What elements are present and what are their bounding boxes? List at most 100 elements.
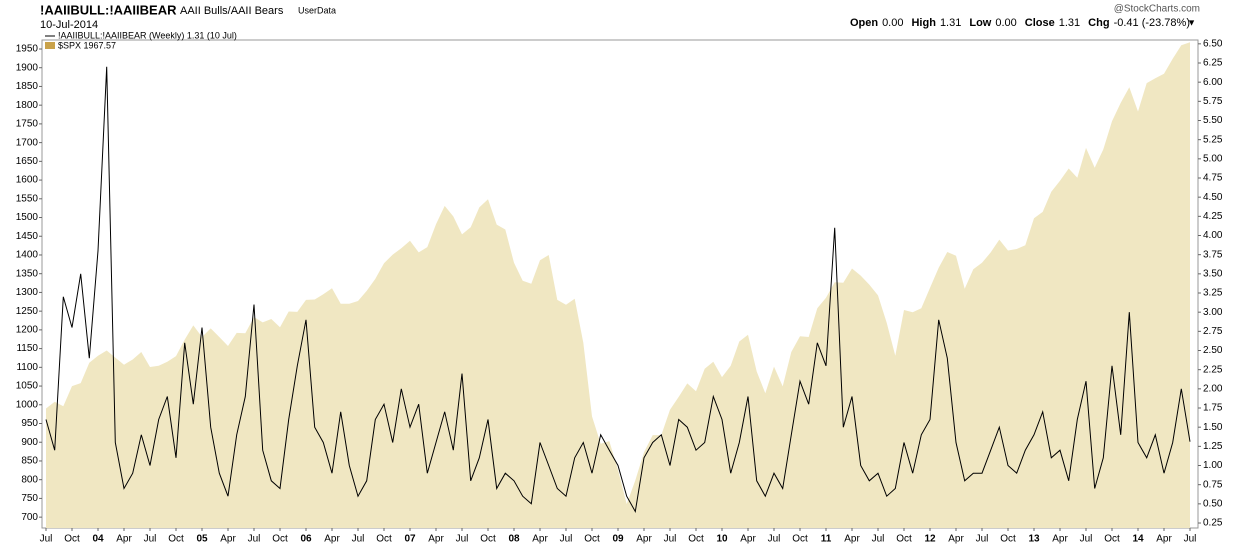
y2-tick-label: 2.50 xyxy=(1203,345,1223,356)
y2-tick-label: 5.00 xyxy=(1203,153,1223,164)
quote-label: High xyxy=(911,17,936,29)
y2-tick-label: 2.75 xyxy=(1203,326,1223,337)
y-tick-label: 1050 xyxy=(16,381,39,392)
x-tick-label: Apr xyxy=(948,534,964,545)
y2-tick-label: 2.00 xyxy=(1203,383,1223,394)
x-tick-label: Oct xyxy=(64,534,80,545)
y-tick-label: 1300 xyxy=(16,287,39,298)
date: 10-Jul-2014 xyxy=(40,19,98,31)
quote-value: 0.00 xyxy=(882,17,903,29)
y-tick-label: 1150 xyxy=(16,343,38,354)
x-tick-label: Oct xyxy=(168,534,184,545)
x-tick-label: 11 xyxy=(821,534,832,545)
y2-tick-label: 5.75 xyxy=(1203,96,1223,107)
x-tick-label: Apr xyxy=(844,534,860,545)
x-tick-label: Oct xyxy=(584,534,600,545)
quote-label: Open xyxy=(850,17,878,29)
x-tick-label: 07 xyxy=(404,534,416,545)
y2-tick-label: 6.50 xyxy=(1203,38,1223,49)
x-tick-label: Oct xyxy=(792,534,808,545)
y-tick-label: 750 xyxy=(21,493,38,504)
x-tick-label: Jul xyxy=(456,534,469,545)
y-tick-label: 1250 xyxy=(16,306,39,317)
x-tick-label: Oct xyxy=(896,534,912,545)
x-tick-label: Jul xyxy=(768,534,781,545)
x-tick-label: Apr xyxy=(1156,534,1172,545)
x-tick-label: Apr xyxy=(324,534,340,545)
y2-tick-label: 3.00 xyxy=(1203,307,1223,318)
quote-label: Close xyxy=(1025,17,1055,29)
y2-tick-label: 0.25 xyxy=(1203,518,1223,529)
y-tick-label: 1900 xyxy=(16,62,39,73)
x-tick-label: Oct xyxy=(1104,534,1120,545)
y-tick-label: 1550 xyxy=(16,193,39,204)
symbol: !AAIIBULL:!AAIIBEAR xyxy=(40,2,177,17)
x-tick-label: Apr xyxy=(116,534,132,545)
area xyxy=(46,42,1190,528)
y2-tick-label: 3.50 xyxy=(1203,268,1223,279)
y-tick-label: 1450 xyxy=(16,231,39,242)
y-tick-label: 1850 xyxy=(16,81,39,92)
x-tick-label: 04 xyxy=(92,534,104,545)
y2-tick-label: 1.00 xyxy=(1203,460,1223,471)
x-tick-label: 14 xyxy=(1132,534,1144,545)
x-tick-label: Oct xyxy=(1000,534,1016,545)
y2-tick-label: 4.25 xyxy=(1203,211,1223,222)
x-tick-label: Jul xyxy=(248,534,261,545)
y2-tick-label: 1.25 xyxy=(1203,441,1223,452)
legend-label: $SPX 1967.57 xyxy=(58,40,116,50)
y2-tick-label: 5.25 xyxy=(1203,134,1223,145)
quote-label: Chg xyxy=(1088,17,1109,29)
down-arrow: ▼ xyxy=(1187,17,1196,27)
x-tick-label: 05 xyxy=(196,534,208,545)
x-tick-label: Jul xyxy=(352,534,365,545)
y-tick-label: 1600 xyxy=(16,175,39,186)
x-tick-label: Apr xyxy=(1052,534,1068,545)
y-tick-label: 800 xyxy=(21,474,38,485)
y2-tick-label: 5.50 xyxy=(1203,115,1223,126)
y-tick-label: 1400 xyxy=(16,250,39,261)
y-tick-label: 1500 xyxy=(16,212,39,223)
y-tick-label: 950 xyxy=(21,418,38,429)
y2-tick-label: 6.25 xyxy=(1203,58,1223,69)
y-tick-label: 1200 xyxy=(16,325,39,336)
y-tick-label: 1100 xyxy=(16,362,38,373)
plot xyxy=(45,42,1191,528)
y2-tick-label: 6.00 xyxy=(1203,77,1223,88)
y-tick-label: 1950 xyxy=(16,44,39,55)
x-tick-label: Jul xyxy=(1184,534,1197,545)
y-tick-label: 1800 xyxy=(16,100,39,111)
x-tick-label: Jul xyxy=(1080,534,1093,545)
y2-tick-label: 2.25 xyxy=(1203,364,1223,375)
quote-label: Low xyxy=(969,17,991,29)
y-tick-label: 900 xyxy=(21,437,38,448)
y2-tick-label: 3.25 xyxy=(1203,288,1223,299)
x-tick-label: 13 xyxy=(1028,534,1040,545)
x-tick-label: Oct xyxy=(688,534,704,545)
y-tick-label: 850 xyxy=(21,456,38,467)
y2-tick-label: 0.50 xyxy=(1203,498,1223,509)
x-tick-label: 06 xyxy=(300,534,312,545)
x-tick-label: Jul xyxy=(872,534,885,545)
x-tick-label: Jul xyxy=(560,534,573,545)
y-tick-label: 700 xyxy=(21,512,38,523)
y2-tick-label: 3.75 xyxy=(1203,249,1223,260)
x-tick-label: 12 xyxy=(924,534,936,545)
quote-value: 0.00 xyxy=(995,17,1016,29)
x-tick-label: Jul xyxy=(664,534,677,545)
legend-label: !AAIIBULL:!AAIIBEAR (Weekly) 1.31 (10 Ju… xyxy=(58,30,237,40)
line xyxy=(45,66,1191,513)
y-tick-label: 1350 xyxy=(16,268,39,279)
x-tick-label: Apr xyxy=(532,534,548,545)
description: AAII Bulls/AAII Bears xyxy=(180,5,284,17)
legend-swatch xyxy=(45,42,55,49)
y2-tick-label: 4.50 xyxy=(1203,192,1223,203)
y2-tick-label: 1.50 xyxy=(1203,422,1223,433)
x-tick-label: 08 xyxy=(508,534,520,545)
x-tick-label: Apr xyxy=(220,534,236,545)
quote-value: 1.31 xyxy=(1059,17,1080,29)
brand: @StockCharts.com xyxy=(1114,4,1200,15)
x-tick-label: Apr xyxy=(740,534,756,545)
